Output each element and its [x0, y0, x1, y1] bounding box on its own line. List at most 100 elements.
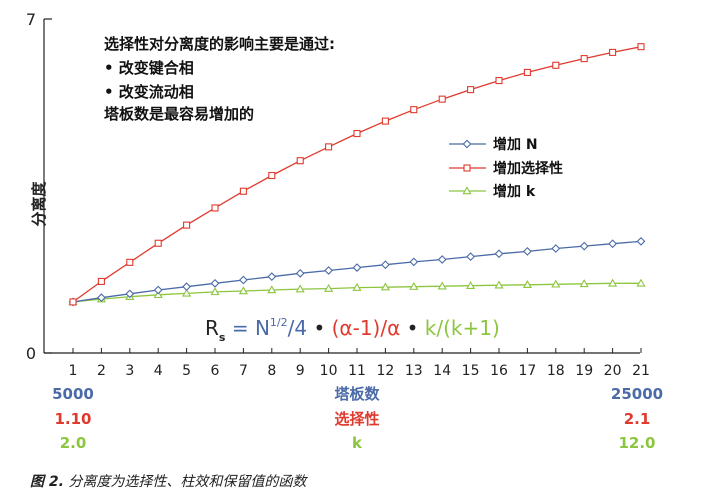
data-point-increase-n [210, 278, 220, 288]
data-point-increase-k [182, 288, 192, 297]
data-point-increase-k [522, 280, 532, 289]
x-tick-label: 20 [604, 363, 622, 379]
x-tick-label: 16 [490, 363, 508, 379]
legend-item-increase-n: 增加 N [449, 136, 538, 153]
formula-n-superscript: 1/2 [270, 316, 288, 329]
secondary-axis-title: 选择性 [334, 410, 379, 428]
secondary-axis-selectivity: 1.10 选择性 2.1 [54, 410, 650, 428]
data-point-increase-n [352, 263, 362, 272]
data-point-increase-selectivity [183, 221, 191, 229]
data-point-increase-selectivity [637, 43, 645, 51]
y-tick-label: 7 [26, 10, 36, 29]
series-increase-k [68, 278, 646, 306]
formula-alpha-term: (α-1)/α [332, 316, 401, 340]
data-point-increase-selectivity [609, 48, 617, 56]
data-point-increase-n [523, 246, 532, 256]
data-point-increase-selectivity [296, 157, 304, 165]
figure-caption-label: 图 2. [30, 474, 64, 490]
data-point-increase-n [239, 275, 248, 285]
formula-text: Rs = N1/2/4 • (α-1)/α • k/(k+1) [205, 316, 500, 344]
data-point-increase-selectivity [580, 55, 588, 63]
data-point-increase-selectivity [211, 204, 219, 212]
x-tick-label: 11 [348, 363, 366, 379]
secondary-axis-title: 塔板数 [334, 385, 380, 403]
formula-n-rest: /4 [288, 316, 307, 340]
data-point-increase-n [97, 293, 106, 303]
figure-caption-text: 分离度为选择性、柱效和保留值的函数 [63, 474, 307, 490]
data-point-increase-selectivity [154, 239, 162, 247]
x-tick-label: 19 [575, 363, 593, 379]
data-point-increase-selectivity [523, 68, 531, 76]
data-point-increase-k [295, 284, 305, 293]
data-point-increase-n [295, 268, 305, 278]
annotation-line: • 改变键合相 [104, 59, 194, 77]
x-tick-label: 4 [154, 363, 163, 379]
data-point-increase-selectivity [126, 258, 134, 266]
x-tick-label: 6 [211, 363, 220, 379]
data-point-increase-n [579, 241, 589, 251]
legend-label: 增加选择性 [493, 160, 563, 177]
annotation-line: • 改变流动相 [104, 83, 194, 101]
data-point-increase-selectivity [438, 95, 446, 103]
data-point-increase-n [494, 249, 504, 259]
data-point-increase-selectivity [353, 129, 361, 138]
data-point-increase-n [381, 260, 390, 270]
data-point-increase-k [494, 280, 504, 289]
secondary-axis-start: 5000 [52, 385, 94, 403]
data-point-increase-n [636, 236, 646, 246]
data-point-increase-k [238, 286, 248, 295]
data-point-increase-k [608, 278, 618, 287]
formula-n: N [255, 316, 270, 340]
data-point-increase-selectivity [381, 117, 389, 125]
secondary-axis-start: 2.0 [60, 434, 87, 452]
secondary-axis-end: 12.0 [618, 434, 655, 452]
legend-label: 增加 k [493, 183, 536, 200]
data-point-increase-selectivity [239, 187, 247, 195]
formula-r: R [205, 316, 219, 340]
data-point-increase-n [153, 285, 163, 295]
resolution-formula: Rs = N1/2/4 • (α-1)/α • k/(k+1) [205, 316, 500, 344]
x-tick-label: 7 [239, 363, 248, 379]
y-axis-title: 分离度 [30, 181, 48, 227]
data-point-increase-k [380, 282, 390, 291]
x-tick-label: 21 [632, 363, 650, 379]
legend-item-increase-selectivity: 增加选择性 [449, 160, 563, 177]
data-point-increase-k [210, 287, 220, 296]
legend-marker [463, 164, 471, 172]
data-point-increase-n [608, 239, 617, 249]
x-tick-label: 17 [518, 363, 536, 379]
secondary-axis-retention-factor: 2.0 k 12.0 [60, 434, 656, 452]
data-point-increase-n [267, 272, 277, 282]
data-point-increase-n [551, 244, 561, 253]
data-point-increase-selectivity [268, 171, 276, 180]
x-tick-label: 9 [296, 363, 305, 379]
x-tick-label: 18 [547, 363, 565, 379]
data-point-increase-n [182, 282, 191, 292]
data-point-increase-k [267, 285, 277, 294]
data-point-increase-selectivity [467, 86, 475, 94]
legend-item-increase-k: 增加 k [449, 183, 536, 200]
series-increase-selectivity [69, 43, 645, 306]
formula-dot: • [307, 316, 332, 340]
data-point-increase-k [466, 281, 476, 289]
data-point-increase-k [437, 281, 447, 290]
annotation-line: 选择性对分离度的影响主要是通过: [104, 35, 335, 53]
data-point-increase-selectivity [410, 106, 418, 114]
data-point-increase-selectivity [325, 143, 333, 151]
x-tick-label: 13 [405, 363, 423, 379]
x-tick-label: 10 [320, 363, 338, 379]
chart-series [68, 43, 646, 307]
secondary-axis-title: k [352, 434, 363, 452]
formula-r-subscript: s [219, 331, 226, 344]
x-tick-label: 5 [182, 363, 191, 379]
formula-dot: • [400, 316, 425, 340]
annotation-line: 塔板数是最容易增加的 [104, 105, 254, 123]
legend-marker [462, 139, 472, 149]
x-tick-label: 8 [267, 363, 276, 379]
secondary-axis-end: 2.1 [624, 410, 651, 428]
secondary-axis-labels: 5000 塔板数 25000 1.10 选择性 2.1 2.0 k 12.0 [52, 385, 663, 452]
data-point-increase-n [125, 289, 135, 299]
